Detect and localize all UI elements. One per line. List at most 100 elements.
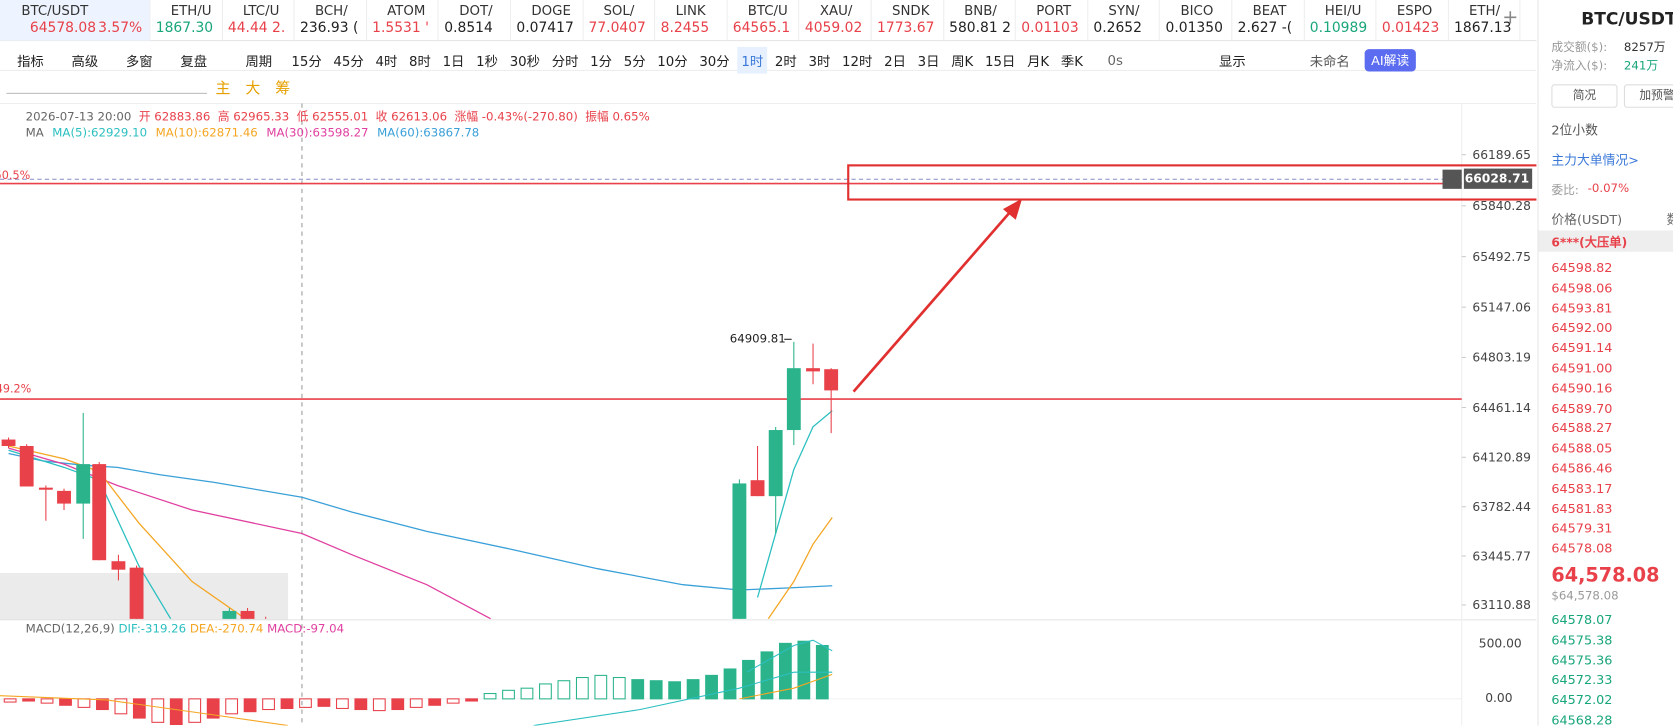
close: 收 62613.06 — [375, 109, 448, 124]
candle-body — [57, 490, 71, 504]
period[interactable]: 8时 — [409, 53, 431, 70]
candle-body — [19, 445, 34, 487]
period[interactable]: 2日 — [884, 53, 906, 70]
macd-bar — [520, 687, 534, 700]
ticker-tab[interactable]: BTC/U 64565.1 — [726, 0, 800, 41]
candle-body — [38, 487, 53, 490]
ma10 — [767, 517, 833, 619]
ticker-tab[interactable]: ESPO 0.01423 — [1376, 0, 1449, 41]
bid-price: 64578.07 — [1551, 612, 1613, 628]
ticker-tab[interactable]: SYN/0.2652 — [1087, 0, 1161, 41]
ai-button[interactable]: AI解读 — [1364, 49, 1416, 72]
tool-button[interactable]: 复盘 — [180, 53, 208, 70]
add-tab[interactable]: + — [1502, 6, 1519, 29]
overlay-button[interactable]: 筹 — [275, 80, 291, 98]
macd-bar — [40, 698, 54, 704]
tab-price: 1867.13 — [1454, 20, 1512, 37]
candle-body — [222, 610, 237, 619]
period[interactable]: 季K — [1060, 53, 1083, 70]
ask-price: 64588.27 — [1551, 420, 1613, 436]
ticker-tab[interactable]: PORT 0.01103 — [1015, 0, 1089, 41]
period[interactable]: 月K — [1027, 53, 1050, 70]
period[interactable]: 3日 — [917, 53, 940, 70]
tab-name: PORT — [1036, 2, 1072, 19]
macd-bar — [483, 692, 497, 700]
period[interactable]: 45分 — [333, 53, 364, 70]
arrow-head — [1002, 198, 1023, 220]
period-menu[interactable]: 周期 — [245, 53, 273, 70]
candle-body — [732, 483, 747, 619]
candle-body — [806, 368, 820, 372]
period[interactable]: 3时 — [808, 53, 831, 70]
tab-price: 1867.30 — [155, 20, 214, 37]
macd-hist — [3, 640, 829, 725]
ticker-tab[interactable]: LINK 8.2455 — [654, 0, 728, 41]
layout-name[interactable]: 未命名 — [1309, 53, 1350, 70]
candle-body — [129, 567, 144, 619]
period[interactable]: 1日 — [442, 53, 465, 70]
ticker-tab[interactable]: BNB/580.81 2 — [943, 0, 1016, 41]
overlay-button[interactable]: 大 — [245, 80, 261, 98]
ticker-tab[interactable]: SOL/77.0407 — [582, 0, 656, 41]
ticker-tab[interactable]: ETH/U 1867.30 — [149, 0, 223, 41]
ticker-tab[interactable]: DOT/0.8514 — [438, 0, 512, 41]
ticker-tab[interactable]: ATOM 1.5531 ' — [366, 0, 439, 41]
macd-bar — [631, 679, 645, 700]
period[interactable]: 2时 — [774, 53, 797, 70]
period[interactable]: 分时 — [551, 53, 579, 70]
period[interactable]: 1分 — [590, 53, 612, 70]
dea: DEA:-270.74 — [189, 622, 264, 636]
tool-button[interactable]: 指标 — [17, 53, 44, 70]
period[interactable]: 10分 — [657, 53, 688, 70]
button[interactable]: 简况 — [1551, 84, 1618, 108]
ticker-tab[interactable]: BCH/236.93 ( — [294, 0, 367, 41]
macd-bar — [151, 698, 165, 723]
ticker-tab[interactable]: SNDK 1773.67 — [871, 0, 944, 41]
inflow: 241万 — [1623, 58, 1659, 73]
period[interactable]: 周K — [951, 53, 974, 70]
tab-price: 0.07417 — [516, 20, 574, 37]
ticker-tab[interactable]: BICO 0.01350 — [1159, 0, 1233, 41]
decimals[interactable]: 2位小数 — [1551, 122, 1598, 138]
tab-price: 0.01423 — [1381, 20, 1440, 37]
header: 数 — [1667, 210, 1673, 228]
turnover: 8257万 — [1623, 40, 1666, 55]
period[interactable]: 15日 — [985, 53, 1016, 70]
ticker-tab[interactable]: HEI/U 0.10989 — [1303, 0, 1377, 41]
period[interactable]: 12时 — [842, 53, 873, 70]
tab-price: 0.10989 — [1309, 20, 1368, 37]
ma-item: MA(60):63867.78 — [377, 125, 480, 140]
period[interactable]: 5分 — [623, 53, 646, 70]
tool-button[interactable]: 多窗 — [125, 53, 153, 70]
ticker-tab[interactable]: DOGE 0.07417 — [510, 0, 584, 41]
ticker-tab[interactable]: XAU/4059.02 — [799, 0, 872, 41]
tab-price: 580.81 2 — [949, 20, 1011, 37]
macd-bar — [686, 679, 700, 700]
period[interactable]: 15分 — [291, 53, 322, 70]
period[interactable]: 1时 — [737, 46, 768, 74]
tag-plus[interactable] — [1442, 169, 1462, 189]
ticker-tab[interactable]: BTC/USDT 64578.08 3.57% — [0, 0, 151, 41]
period[interactable]: 4时 — [375, 53, 398, 70]
highlight-box — [847, 164, 1537, 201]
period[interactable]: 30秒 — [509, 53, 540, 70]
period[interactable]: 30分 — [699, 53, 730, 70]
big-orders[interactable]: 主力大单情况> — [1551, 152, 1639, 168]
ticker-tab[interactable]: BEAT 2.627 -( — [1231, 0, 1305, 41]
macd-bar — [409, 698, 423, 708]
macd-bar — [317, 698, 331, 707]
tool-button[interactable]: 高级 — [71, 53, 99, 70]
ticker-tab[interactable]: LTC/U 44.44 2. — [221, 0, 295, 41]
display[interactable]: 显示 — [1219, 53, 1246, 70]
dif: DIF:-319.26 — [118, 622, 187, 636]
button[interactable]: 加预警 — [1623, 84, 1673, 108]
ticker-tab[interactable]: ETH/1867.13 — [1448, 0, 1521, 41]
fib-label: 49.2% — [0, 383, 32, 396]
ask-price: 64583.17 — [1551, 480, 1613, 496]
period[interactable]: 1秒 — [476, 53, 498, 70]
bid-price: 64572.33 — [1551, 672, 1613, 688]
overlay-button[interactable]: 主 — [215, 80, 231, 98]
macd-bar — [594, 674, 608, 700]
macd-bar — [132, 698, 146, 719]
